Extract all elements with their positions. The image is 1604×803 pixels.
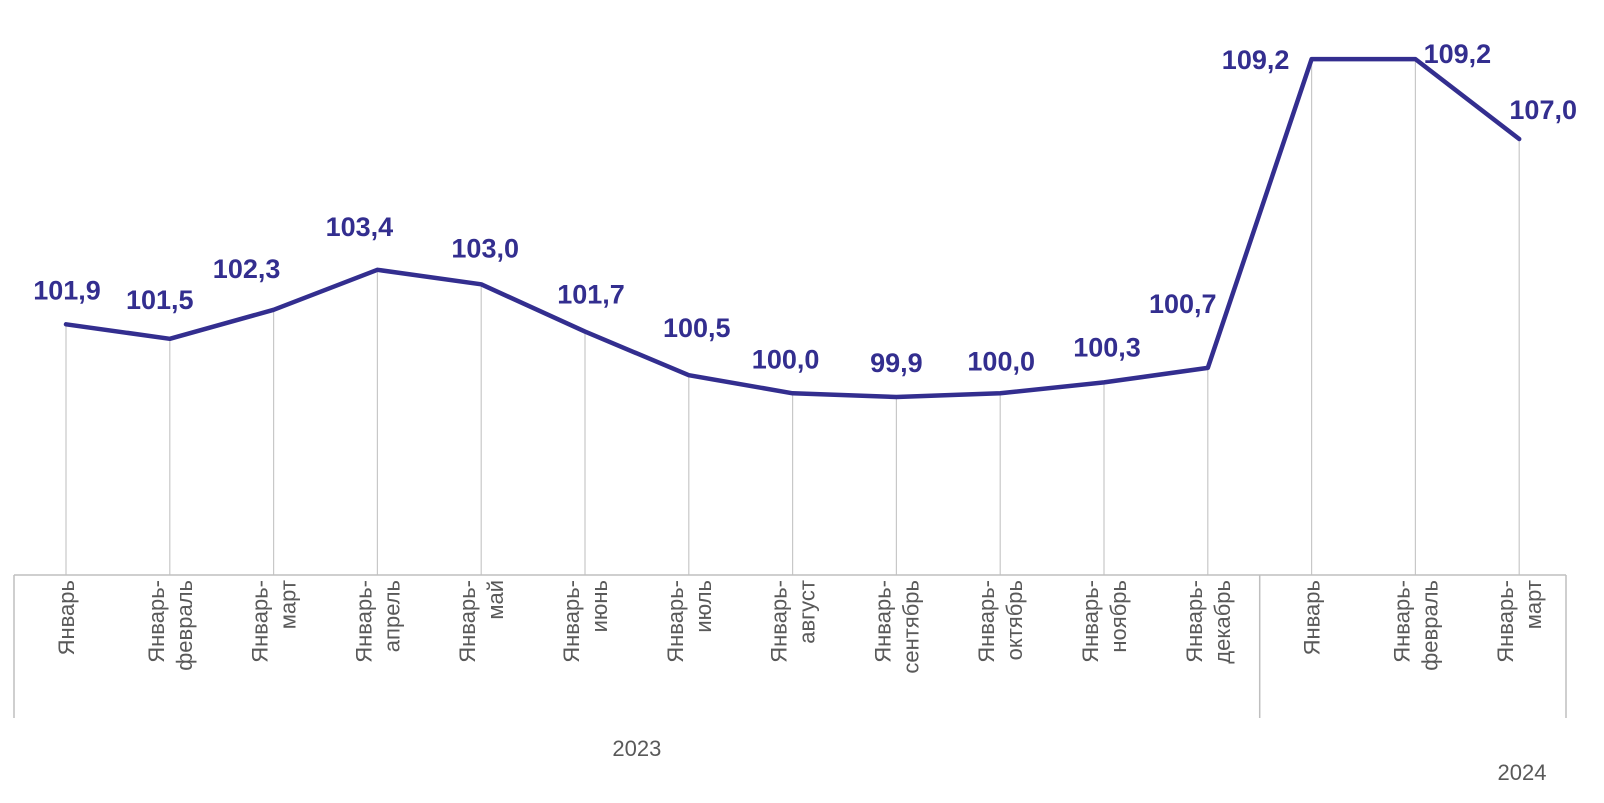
category-label-line: Январь-	[455, 580, 480, 663]
year-label-2024: 2024	[1498, 760, 1547, 785]
data-label: 100,7	[1149, 289, 1217, 319]
category-label: Январь-май	[455, 580, 508, 663]
data-label: 101,7	[557, 280, 625, 310]
category-label-line: март	[276, 580, 301, 629]
category-label: Январь-февраль	[1389, 580, 1442, 671]
category-label-line: Январь-	[351, 580, 376, 663]
category-label-line: Январь-	[767, 580, 792, 663]
category-label-line: февраль	[172, 580, 197, 671]
category-label-line: Январь-	[1182, 580, 1207, 663]
drop-lines	[65, 59, 1520, 575]
year-labels: 2023 2024	[612, 736, 1546, 785]
data-label: 103,0	[451, 233, 519, 263]
category-label-line: Январь	[54, 580, 79, 655]
category-label-line: Январь-	[1078, 580, 1103, 663]
category-label-line: февраль	[1417, 580, 1442, 671]
category-label: Январь-март	[1493, 580, 1546, 663]
data-label: 101,9	[33, 275, 101, 305]
category-label-line: июль	[691, 580, 716, 633]
category-label: Январь-июль	[663, 580, 716, 663]
category-label-line: август	[795, 580, 820, 644]
category-label: Январь-август	[767, 580, 820, 663]
category-label: Январь-март	[248, 580, 301, 663]
category-label-line: май	[483, 580, 508, 620]
category-label-line: ноябрь	[1106, 580, 1131, 653]
category-label-line: Январь-	[248, 580, 273, 663]
data-label: 109,2	[1222, 45, 1290, 75]
data-label: 109,2	[1424, 39, 1492, 69]
category-label-line: июнь	[587, 580, 612, 632]
category-label-line: Январь-	[559, 580, 584, 663]
category-labels: Январь Январь-февраль Январь-март Январь-ап…	[54, 580, 1546, 674]
series-line	[63, 56, 1522, 400]
category-label: Январь-ноябрь	[1078, 580, 1131, 663]
category-label-line: Январь	[1300, 580, 1325, 655]
data-labels: 101,9 101,5 102,3 103,4 103,0 101,7 100,5 100,0…	[33, 39, 1577, 378]
data-label: 99,9	[870, 348, 923, 378]
data-label: 102,3	[213, 254, 281, 284]
year-label-2023: 2023	[612, 736, 661, 761]
category-label: Январь	[54, 580, 79, 655]
category-label: Январь-июнь	[559, 580, 612, 663]
series-line-group	[63, 56, 1522, 400]
data-label: 100,0	[967, 346, 1035, 376]
category-label: Январь-сентябрь	[870, 580, 923, 674]
category-label-line: Январь-	[663, 580, 688, 663]
category-axis	[13, 574, 1567, 718]
data-label: 100,3	[1073, 332, 1141, 362]
category-label: Январь-апрель	[351, 580, 404, 663]
data-label: 107,0	[1509, 95, 1577, 125]
category-label: Январь-октябрь	[974, 580, 1027, 663]
category-label-line: апрель	[379, 580, 404, 652]
data-label: 103,4	[326, 212, 394, 242]
category-label-line: Январь-	[1493, 580, 1518, 663]
data-label: 101,5	[126, 285, 194, 315]
category-label-line: Январь-	[870, 580, 895, 663]
category-label-line: декабрь	[1210, 580, 1235, 664]
category-label-line: октябрь	[1002, 580, 1027, 660]
category-label-line: Январь-	[974, 580, 999, 663]
category-label-line: Январь-	[144, 580, 169, 663]
category-label-line: сентябрь	[898, 580, 923, 674]
data-label: 100,5	[663, 313, 731, 343]
category-label: Январь-февраль	[144, 580, 197, 671]
data-label: 100,0	[752, 344, 820, 374]
category-label: Январь-декабрь	[1182, 580, 1235, 664]
category-label: Январь	[1300, 580, 1325, 655]
category-label-line: Январь-	[1389, 580, 1414, 663]
category-label-line: март	[1521, 580, 1546, 629]
